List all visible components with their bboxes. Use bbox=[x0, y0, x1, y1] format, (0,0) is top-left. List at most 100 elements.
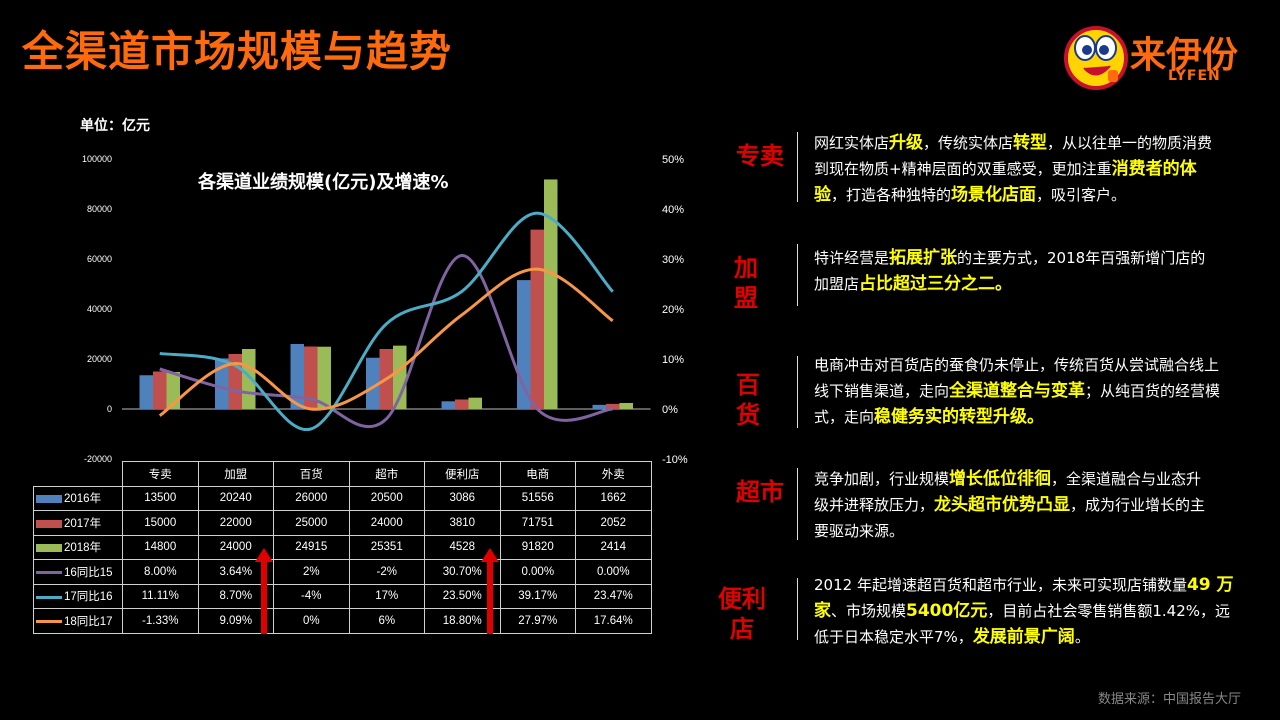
bar bbox=[366, 357, 380, 409]
channel-description: 竞争加剧，行业规模增长低位徘徊，全渠道融合与业态升级并进释放压力，龙头超市优势凸… bbox=[814, 466, 1214, 544]
table-header-cell: 电商 bbox=[499, 461, 576, 487]
table-cell: 25000 bbox=[273, 510, 350, 536]
y-tick-label: -20000 bbox=[84, 454, 112, 464]
legend-swatch bbox=[36, 620, 62, 624]
table-cell: 24915 bbox=[273, 534, 350, 560]
divider bbox=[797, 244, 798, 306]
bar bbox=[153, 371, 167, 409]
legend-entry: 16同比15 bbox=[33, 559, 123, 585]
highlight-text: 49 万家 bbox=[814, 575, 1234, 621]
legend-swatch bbox=[36, 519, 62, 528]
page-title: 全渠道市场规模与趋势 bbox=[22, 27, 453, 76]
table-corner bbox=[34, 462, 123, 487]
highlight-text: 全渠道整合与变革 bbox=[949, 381, 1086, 401]
legend-label: 2017年 bbox=[64, 517, 102, 530]
bar bbox=[592, 404, 606, 409]
table-cell: 14800 bbox=[122, 534, 199, 560]
channel-chart: 100000 80000 60000 40000 20000 0 -20000 50% 40% 3… bbox=[82, 154, 688, 466]
channel-description: 特许经营是拓展扩张的主要方式，2018年百强新增门店的加盟店占比超过三分之二。 bbox=[814, 245, 1214, 297]
highlight-text: 稳健务实的转型升级。 bbox=[874, 407, 1045, 427]
body-text: ；从纯百货的经营模式，走向 bbox=[814, 382, 1221, 426]
table-cell: 51556 bbox=[499, 485, 576, 511]
y2-tick-label: 50% bbox=[662, 154, 684, 166]
table-row: 16同比15 8.00% 3.64% 2% -2% 30.70% 0.00% 0.00% bbox=[33, 559, 652, 585]
body-text: ，吸引客户。 bbox=[1036, 186, 1127, 204]
highlight-text: 发展前景广阔 bbox=[972, 627, 1075, 647]
y2-tick-label: 10% bbox=[662, 354, 684, 366]
bar bbox=[530, 229, 544, 409]
channel-label: 超市 bbox=[736, 478, 784, 506]
up-arrow-icon bbox=[481, 548, 499, 634]
logo-subtext: LYFEN bbox=[1168, 68, 1221, 84]
highlight-text: 转型 bbox=[1013, 133, 1048, 153]
legend-label: 16同比15 bbox=[64, 566, 113, 579]
y2-tick-label: 0% bbox=[662, 404, 678, 416]
legend-entry: 17同比16 bbox=[33, 583, 123, 609]
table-row: 2017年 15000 22000 25000 24000 3810 71751 2052 bbox=[33, 510, 652, 536]
y-tick-label: 20000 bbox=[87, 354, 112, 364]
table-cell: 13500 bbox=[122, 485, 199, 511]
logo-text: 来伊份 bbox=[1130, 35, 1239, 76]
table-cell: 2414 bbox=[575, 534, 652, 560]
logo-mascot-icon bbox=[1064, 26, 1128, 90]
highlight-text: 消费者的体验 bbox=[814, 159, 1197, 205]
table-cell: 6% bbox=[348, 608, 425, 634]
table-cell: 22000 bbox=[197, 510, 274, 536]
highlight-text: 拓展扩张 bbox=[889, 248, 958, 268]
legend-label: 2018年 bbox=[64, 542, 102, 555]
bar bbox=[290, 344, 304, 409]
table-cell: 2052 bbox=[575, 510, 652, 536]
table-row: 2016年 13500 20240 26000 20500 3086 51556 1662 bbox=[33, 485, 652, 511]
table-cell: 17% bbox=[348, 583, 425, 609]
bar bbox=[468, 397, 482, 409]
bar bbox=[215, 358, 229, 409]
highlight-text: 占比超过三分之二。 bbox=[859, 274, 1013, 294]
bar bbox=[139, 375, 153, 409]
table-cell: 26000 bbox=[273, 485, 350, 511]
highlight-text: 场景化店面 bbox=[951, 185, 1037, 205]
highlight-text: 增长低位徘徊 bbox=[949, 469, 1052, 489]
channel-label: 加盟 bbox=[734, 254, 758, 312]
table-cell: 8.00% bbox=[122, 559, 199, 585]
body-text: ，打造各种独特的 bbox=[831, 186, 952, 204]
table-cell: 71751 bbox=[499, 510, 576, 536]
y-tick-label: 40000 bbox=[87, 304, 112, 314]
body-text: 、市场规模 bbox=[831, 602, 907, 620]
table-cell: 0.00% bbox=[499, 559, 576, 585]
channel-description: 电商冲击对百货店的蚕食仍未停止，传统百货从尝试融合线上线下销售渠道，走向全渠道整… bbox=[814, 352, 1224, 430]
table-header-cell: 外卖 bbox=[575, 461, 652, 487]
table-cell: 39.17% bbox=[499, 583, 576, 609]
series-line bbox=[159, 211, 614, 431]
divider bbox=[797, 468, 798, 540]
y-tick-label: 80000 bbox=[87, 204, 112, 214]
table-cell: 23.47% bbox=[575, 583, 652, 609]
table-header-cell: 加盟 bbox=[197, 461, 274, 487]
table-cell: 25351 bbox=[348, 534, 425, 560]
table-cell: -4% bbox=[273, 583, 350, 609]
y2-tick-label: 40% bbox=[662, 204, 684, 216]
legend-label: 17同比16 bbox=[64, 591, 113, 604]
body-text: 的主要方式，2018年百强新增门店的加盟店 bbox=[814, 249, 1206, 293]
divider bbox=[797, 578, 798, 640]
table-cell: 17.64% bbox=[575, 608, 652, 634]
body-text: 2012 年起增速超百货和超市行业，未来可实现店铺数量 bbox=[814, 576, 1187, 594]
body-text: 特许经营是 bbox=[814, 249, 890, 267]
body-text: 电商冲击对百货店的蚕食仍未停止，传统百货从尝试融合线上线下销售渠道，走向 bbox=[814, 356, 1220, 400]
bar bbox=[304, 346, 318, 409]
y-tick-label: 60000 bbox=[87, 254, 112, 264]
table-cell: -2% bbox=[348, 559, 425, 585]
data-table: 专卖 加盟 百货 超市 便利店 电商 外卖 2016年 13500 20240 26000 20500… bbox=[33, 461, 652, 634]
legend-entry: 2016年 bbox=[33, 485, 123, 511]
table-header-cell: 超市 bbox=[348, 461, 425, 487]
legend-label: 18同比17 bbox=[64, 615, 113, 628]
divider bbox=[797, 132, 798, 202]
table-cell: 20240 bbox=[197, 485, 274, 511]
table-cell: 24000 bbox=[348, 510, 425, 536]
highlight-text: 5400亿元 bbox=[906, 601, 988, 621]
series-line bbox=[158, 267, 614, 417]
table-cell: 0.00% bbox=[575, 559, 652, 585]
chart-title: 各渠道业绩规模(亿元)及增速% bbox=[198, 172, 449, 193]
legend-swatch bbox=[36, 495, 62, 504]
table-row: 17同比16 11.11% 8.70% -4% 17% 23.50% 39.17% 23.47… bbox=[33, 583, 652, 609]
body-text: 。 bbox=[1074, 628, 1090, 646]
